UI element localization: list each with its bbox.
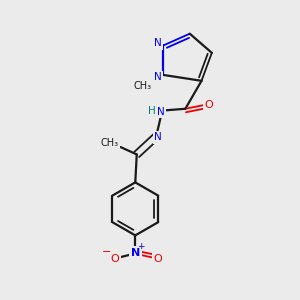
Text: N: N [157,107,165,117]
Text: CH₃: CH₃ [134,81,152,91]
Text: O: O [153,254,162,264]
Text: N: N [131,248,140,258]
Text: O: O [110,254,119,264]
Text: O: O [205,100,213,110]
Text: −: − [102,248,111,257]
Text: CH₃: CH₃ [100,138,118,148]
Text: N: N [154,132,162,142]
Text: N: N [154,38,162,48]
Text: N: N [154,72,162,82]
Text: +: + [137,242,144,251]
Text: H: H [148,106,155,116]
